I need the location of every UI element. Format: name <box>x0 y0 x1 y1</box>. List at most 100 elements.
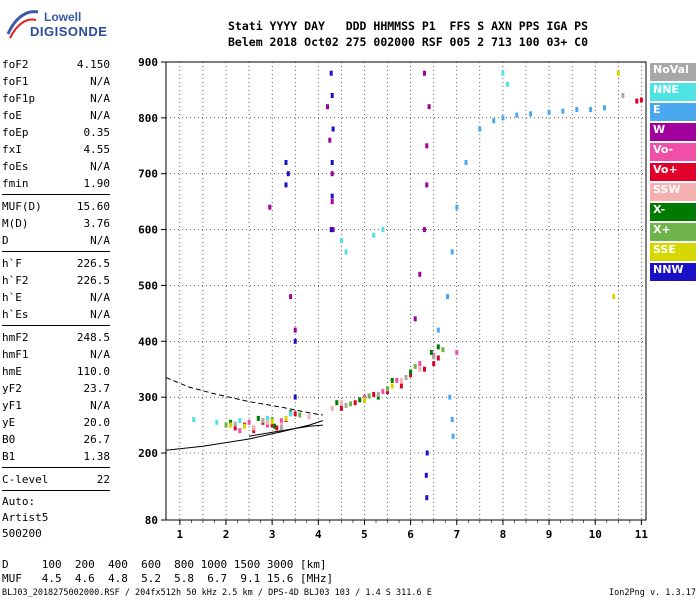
param-value: 22 <box>96 473 110 486</box>
point-w <box>413 316 417 322</box>
point-nne <box>381 227 385 233</box>
param-value: N/A <box>90 160 110 173</box>
curve-profile-solid <box>165 420 324 451</box>
point-noval <box>279 425 283 431</box>
point-x- <box>298 412 302 418</box>
param-key: foEp <box>2 126 29 139</box>
point-e <box>446 294 449 300</box>
y-tick-label: 900 <box>138 56 158 69</box>
point-noval <box>261 418 265 424</box>
logo-line1: Lowell <box>44 10 82 24</box>
param-value: N/A <box>90 291 110 304</box>
point-vo- <box>372 391 376 397</box>
param-row: hmF2 248.5 <box>2 329 110 346</box>
point-vo- <box>418 361 422 367</box>
param-key: h`F2 <box>2 274 29 287</box>
param-value: 20.0 <box>83 416 111 429</box>
y-tick-label: 800 <box>138 112 158 125</box>
point-nnw <box>424 472 428 478</box>
distance-row: D 100 200 400 600 800 1000 1500 3000 [km… <box>2 558 327 571</box>
legend-item-nnw: NNW <box>650 263 696 281</box>
point-x- <box>441 347 445 353</box>
param-value: N/A <box>90 308 110 321</box>
point-e <box>450 249 454 255</box>
param-row: D N/A <box>2 232 110 249</box>
point-nne <box>506 81 509 87</box>
point-e <box>501 115 505 121</box>
param-key: h`Es <box>2 308 29 321</box>
point-e <box>603 105 606 111</box>
param-row: MUF(D) 15.60 <box>2 198 110 215</box>
footer-file-info: BLJ03_2018275002000.RSF / 204fx512h 50 k… <box>2 588 432 598</box>
y-tick-label: 600 <box>138 224 158 237</box>
param-separator <box>2 467 110 468</box>
legend-item-vo-: Vo+ <box>650 163 696 181</box>
param-value: N/A <box>90 348 110 361</box>
point-w <box>418 271 422 277</box>
point-sse <box>284 415 288 421</box>
point-e <box>450 417 454 422</box>
point-x- <box>390 377 394 383</box>
header-row2: Belem 2018 Oct02 275 002000 RSF 005 2 71… <box>228 35 589 49</box>
point-e <box>529 111 533 117</box>
point-vo- <box>252 428 256 434</box>
point-x- <box>273 423 276 429</box>
point-x- <box>413 363 417 369</box>
point-vo- <box>436 355 440 361</box>
point-nnw <box>425 450 429 456</box>
parameter-panel: foF2 4.150 foF1 N/A foF1p N/A foE N/A foEp 0.35 fx… <box>2 56 110 542</box>
point-x- <box>229 419 233 425</box>
legend-item-x-: X+ <box>650 223 696 241</box>
point-nne <box>266 415 269 421</box>
point-ssw <box>339 400 343 406</box>
param-key: foEs <box>2 160 29 173</box>
point-vo- <box>423 366 426 372</box>
point-nne <box>289 411 293 417</box>
x-tick-label: 3 <box>269 528 276 541</box>
param-row: foEs N/A <box>2 158 110 175</box>
legend-item-ssw: SSW <box>650 183 696 201</box>
point-w <box>423 70 426 76</box>
legend-item-vo-: Vo- <box>650 143 696 161</box>
point-w <box>268 204 272 210</box>
point-nnw <box>293 394 297 400</box>
x-tick-label: 8 <box>500 528 507 541</box>
param-row: hmE 110.0 <box>2 363 110 380</box>
param-row: h`Es N/A <box>2 306 110 323</box>
point-w <box>427 104 431 110</box>
point-ssw <box>266 419 269 425</box>
point-vo- <box>275 425 279 431</box>
legend-item-w: W <box>650 123 696 141</box>
point-w <box>425 182 429 188</box>
point-nnw <box>329 227 333 233</box>
point-ssw <box>399 377 403 383</box>
param-row: h`E N/A <box>2 289 110 306</box>
point-vo- <box>247 419 251 425</box>
param-row: foF1p N/A <box>2 90 110 107</box>
point-nnw <box>330 193 334 199</box>
point-nne <box>372 232 376 238</box>
point-nnw <box>330 93 334 98</box>
point-noval <box>621 93 625 98</box>
point-nne <box>339 238 343 244</box>
param-row: B1 1.38 <box>2 448 110 465</box>
param-value: 4.150 <box>76 58 110 71</box>
param-value: N/A <box>90 75 110 88</box>
point-vo- <box>279 418 283 424</box>
autoscaling-line: 500200 <box>2 527 42 540</box>
param-row: M(D) 3.76 <box>2 215 110 232</box>
param-key: foF1p <box>2 92 36 105</box>
param-row: foE N/A <box>2 107 110 124</box>
param-value: N/A <box>90 92 110 105</box>
param-value: N/A <box>90 399 110 412</box>
point-vo- <box>386 389 389 395</box>
point-vo- <box>455 350 459 355</box>
param-key: hmE <box>2 365 22 378</box>
point-ssw <box>418 366 422 372</box>
param-separator <box>2 251 110 252</box>
logo-line2: DIGISONDE <box>30 24 108 39</box>
point-noval <box>432 354 436 360</box>
logo-swoosh-icon <box>6 10 39 39</box>
point-nnw <box>293 338 297 344</box>
